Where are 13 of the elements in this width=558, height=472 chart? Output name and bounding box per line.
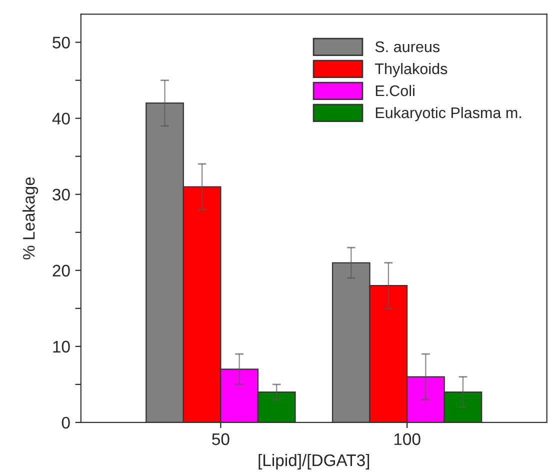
legend-label: Thylakoids bbox=[375, 62, 448, 78]
legend-label: E.Coli bbox=[376, 84, 414, 96]
y-tick-label: 20 bbox=[52, 264, 70, 277]
y-tick-label: 30 bbox=[52, 188, 70, 201]
legend-label: S. aureus bbox=[375, 41, 440, 52]
y-tick-label: 0 bbox=[62, 416, 70, 429]
y-tick-label: 40 bbox=[52, 112, 70, 125]
y-tick-label: 50 bbox=[52, 36, 70, 48]
x-axis-title: [Lipid]/[DGAT3] bbox=[258, 454, 370, 470]
y-tick-label: 10 bbox=[53, 340, 70, 353]
legend-label: Eukaryotic Plasma m. bbox=[376, 106, 522, 122]
x-tick-label: 100 bbox=[394, 433, 420, 446]
y-axis-title: % Leakage bbox=[22, 177, 38, 260]
